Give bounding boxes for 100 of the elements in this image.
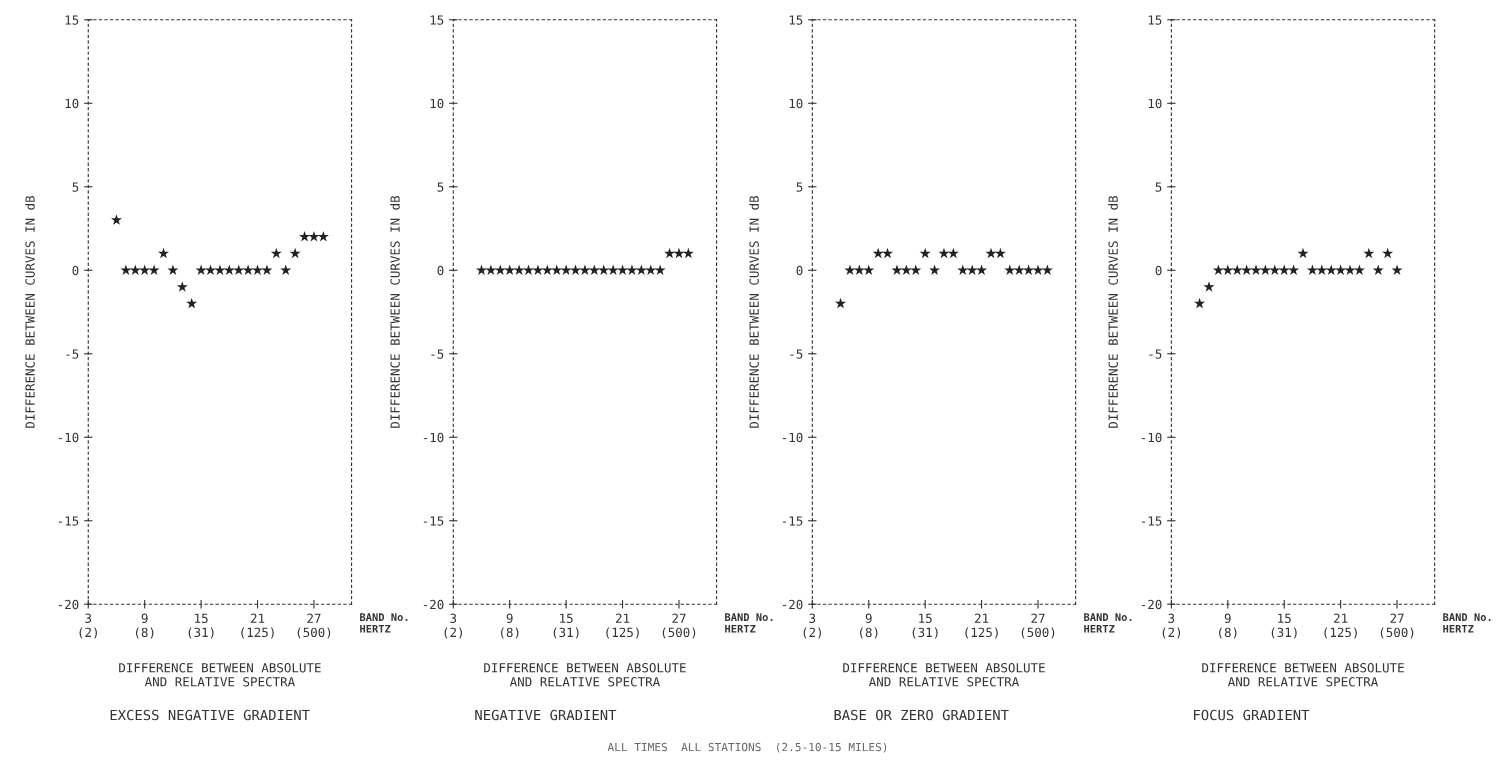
y-tick-label: 15: [789, 15, 803, 25]
point: [1023, 264, 1035, 275]
text: DIFFERENCE BETWEEN ABSOLUTE AND RELATIVE SPECTRA: [119, 662, 321, 687]
point: [1259, 264, 1271, 275]
point: [1391, 264, 1403, 275]
y-tick-label: -20: [423, 599, 444, 610]
x-tick-label: 9 (8): [1219, 613, 1237, 639]
point: [853, 264, 865, 275]
point: [976, 264, 988, 275]
point: [280, 264, 292, 275]
y-tick-label: 10: [65, 98, 79, 109]
point: [110, 214, 122, 225]
point: [1269, 264, 1281, 275]
text: BASE OR ZERO GRADIENT: [834, 709, 1009, 721]
point: [938, 247, 950, 259]
y-axis-title: DIFFERENCE BETWEEN CURVES IN dB: [1108, 195, 1118, 428]
y-tick-label: 0: [1155, 265, 1162, 276]
x-tick-label: 9 (8): [501, 613, 519, 639]
point: [270, 247, 282, 259]
y-tick-label: 0: [796, 265, 803, 276]
point: [1222, 264, 1234, 275]
y-tick-label: -5: [431, 349, 444, 359]
y-tick-label: -15: [1141, 516, 1162, 526]
y-tick-label: -20: [58, 599, 79, 610]
point: [957, 264, 969, 275]
x-tick-label: 21 (125): [241, 613, 274, 639]
point: [167, 264, 179, 275]
point: [863, 264, 875, 275]
y-tick-label: -5: [1149, 349, 1162, 359]
y-axis-title: DIFFERENCE BETWEEN CURVES IN dB: [749, 195, 759, 428]
text: FOCUS GRADIENT: [1194, 709, 1310, 721]
point: [1041, 264, 1053, 275]
point: [261, 264, 273, 275]
point: [966, 264, 978, 275]
y-tick-label: -20: [782, 599, 803, 610]
y-tick-label: -10: [782, 432, 803, 443]
point: [299, 231, 311, 242]
point: [1288, 264, 1300, 275]
point: [120, 264, 132, 275]
point: [910, 264, 922, 275]
point: [1372, 264, 1384, 275]
x-tick-label: 15 (31): [188, 613, 214, 639]
point: [308, 231, 320, 242]
x-axis-title: BAND No. HERTZ: [725, 613, 773, 633]
text: DIFFERENCE BETWEEN ABSOLUTE AND RELATIVE SPECTRA: [484, 662, 686, 687]
point: [929, 264, 941, 275]
point: [242, 264, 254, 275]
y-tick-label: -20: [1141, 599, 1162, 610]
y-tick-label: 10: [789, 98, 803, 109]
y-tick-label: -5: [66, 349, 79, 359]
point: [900, 264, 912, 275]
x-tick-label: 9 (8): [136, 613, 154, 639]
x-tick-label: 21 (125): [1324, 613, 1357, 639]
point: [1203, 281, 1215, 292]
y-tick-label: 5: [437, 182, 444, 192]
y-tick-label: 10: [1148, 98, 1162, 109]
point: [186, 297, 198, 309]
x-tick-label: 27 (500): [662, 613, 696, 639]
point: [289, 247, 301, 259]
y-tick-label: 0: [72, 265, 79, 276]
x-tick-label: 3 (2): [1162, 613, 1181, 639]
y-axis-title: DIFFERENCE BETWEEN CURVES IN dB: [390, 195, 400, 428]
x-tick-label: 3 (2): [79, 613, 97, 639]
point: [1013, 264, 1025, 275]
point: [195, 264, 207, 275]
x-tick-label: 15 (31): [912, 613, 938, 639]
x-axis-title: BAND No. HERTZ: [1084, 613, 1132, 633]
point: [1004, 264, 1016, 275]
point: [139, 264, 151, 275]
point: [882, 247, 894, 259]
point: [1032, 264, 1044, 275]
x-tick-label: 3 (2): [803, 613, 822, 639]
y-tick-label: -5: [790, 349, 803, 359]
point: [891, 264, 903, 275]
point: [1250, 264, 1262, 275]
x-tick-label: 15 (31): [1271, 613, 1297, 639]
x-tick-label: 3 (2): [444, 613, 462, 639]
x-tick-label: 15 (31): [553, 613, 579, 639]
x-axis-title: BAND No. HERTZ: [1443, 613, 1491, 633]
x-tick-label: 27 (500): [1021, 613, 1055, 639]
y-tick-label: -15: [58, 516, 79, 526]
point: [1278, 264, 1290, 275]
point: [1335, 264, 1347, 275]
x-tick-label: 27 (500): [297, 613, 331, 639]
y-tick-label: -10: [423, 432, 444, 443]
point: [1325, 264, 1337, 275]
y-tick-label: 15: [65, 15, 79, 25]
point: [1382, 247, 1394, 259]
y-tick-label: -10: [1141, 432, 1162, 443]
y-tick-label: 5: [72, 182, 79, 192]
point: [204, 264, 217, 275]
y-tick-label: 10: [430, 98, 444, 109]
y-tick-label: 5: [1155, 182, 1162, 192]
x-tick-label: 9 (8): [860, 613, 878, 639]
point: [214, 264, 226, 275]
text: EXCESS NEGATIVE GRADIENT: [110, 709, 310, 721]
point: [1316, 264, 1328, 275]
point: [1241, 264, 1253, 275]
y-tick-label: -15: [423, 516, 444, 526]
point: [994, 247, 1006, 259]
